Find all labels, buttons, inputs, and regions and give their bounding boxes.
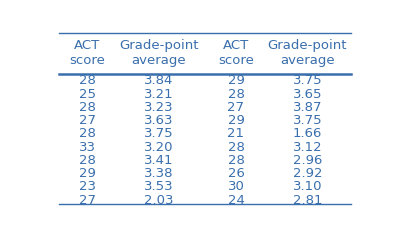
Text: 29: 29 bbox=[79, 167, 96, 180]
Text: 3.53: 3.53 bbox=[144, 180, 173, 193]
Text: 3.65: 3.65 bbox=[292, 88, 322, 101]
Text: average: average bbox=[131, 54, 186, 67]
Text: 27: 27 bbox=[79, 194, 96, 207]
Text: 2.96: 2.96 bbox=[293, 154, 322, 167]
Text: 28: 28 bbox=[228, 88, 244, 101]
Text: 2.81: 2.81 bbox=[292, 194, 322, 207]
Text: 27: 27 bbox=[79, 114, 96, 127]
Text: 3.21: 3.21 bbox=[144, 88, 173, 101]
Text: 3.38: 3.38 bbox=[144, 167, 173, 180]
Text: 28: 28 bbox=[79, 101, 96, 114]
Text: 3.63: 3.63 bbox=[144, 114, 173, 127]
Text: 25: 25 bbox=[79, 88, 96, 101]
Text: 29: 29 bbox=[228, 114, 244, 127]
Text: 33: 33 bbox=[79, 141, 96, 154]
Text: 3.12: 3.12 bbox=[292, 141, 322, 154]
Text: 28: 28 bbox=[79, 74, 96, 87]
Text: 30: 30 bbox=[228, 180, 244, 193]
Text: 27: 27 bbox=[228, 101, 244, 114]
Text: 26: 26 bbox=[228, 167, 244, 180]
Text: 3.41: 3.41 bbox=[144, 154, 173, 167]
Text: ACT: ACT bbox=[223, 39, 249, 52]
Text: score: score bbox=[218, 54, 254, 67]
Text: average: average bbox=[280, 54, 335, 67]
Text: 28: 28 bbox=[228, 141, 244, 154]
Text: Grade-point: Grade-point bbox=[268, 39, 347, 52]
Text: 3.75: 3.75 bbox=[292, 74, 322, 87]
Text: 28: 28 bbox=[79, 127, 96, 140]
Text: 23: 23 bbox=[79, 180, 96, 193]
Text: 3.20: 3.20 bbox=[144, 141, 173, 154]
Text: 21: 21 bbox=[228, 127, 244, 140]
Text: 3.75: 3.75 bbox=[144, 127, 173, 140]
Text: Grade-point: Grade-point bbox=[119, 39, 198, 52]
Text: 3.23: 3.23 bbox=[144, 101, 173, 114]
Text: 3.87: 3.87 bbox=[292, 101, 322, 114]
Text: 2.92: 2.92 bbox=[292, 167, 322, 180]
Text: score: score bbox=[69, 54, 105, 67]
Text: 1.66: 1.66 bbox=[293, 127, 322, 140]
Text: ACT: ACT bbox=[74, 39, 100, 52]
Text: 24: 24 bbox=[228, 194, 244, 207]
Text: 28: 28 bbox=[228, 154, 244, 167]
Text: 3.84: 3.84 bbox=[144, 74, 173, 87]
Text: 28: 28 bbox=[79, 154, 96, 167]
Text: 29: 29 bbox=[228, 74, 244, 87]
Text: 3.10: 3.10 bbox=[292, 180, 322, 193]
Text: 3.75: 3.75 bbox=[292, 114, 322, 127]
Text: 2.03: 2.03 bbox=[144, 194, 173, 207]
